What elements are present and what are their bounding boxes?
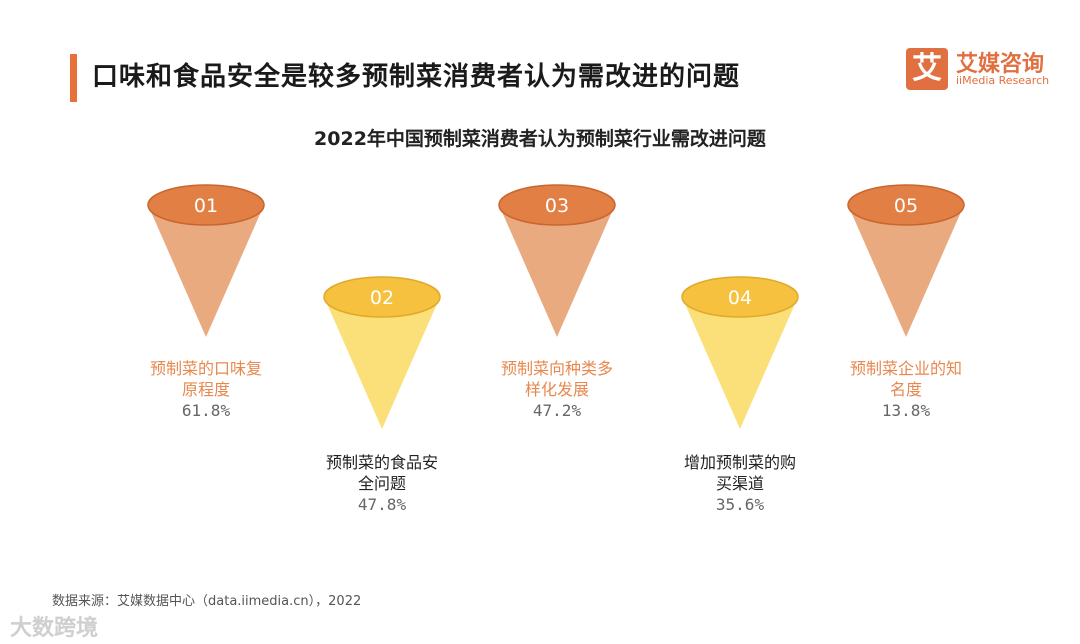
index-label-05: 05 bbox=[894, 195, 918, 217]
logo-mark: 艾 bbox=[906, 48, 948, 90]
cone-02 bbox=[324, 297, 440, 429]
logo-name-en: iiMedia Research bbox=[956, 74, 1050, 87]
cone-cap-05 bbox=[847, 184, 965, 226]
logo-name-cn: 艾媒咨询 bbox=[956, 52, 1045, 77]
category-label-04-line-1: 增加预制菜的购 bbox=[684, 453, 796, 472]
cone-cap-02 bbox=[323, 276, 441, 318]
index-label-02: 02 bbox=[370, 287, 394, 309]
iimedia-logo: 艾 艾媒咨询 iiMedia Research bbox=[906, 48, 1056, 92]
watermark: 大数跨境 bbox=[10, 616, 99, 641]
index-label-03: 03 bbox=[545, 195, 569, 217]
cone-05 bbox=[848, 205, 964, 337]
value-label-01: 61.8% bbox=[182, 401, 231, 420]
chart-title: 2022年中国预制菜消费者认为预制菜行业需改进问题 bbox=[314, 128, 766, 150]
category-label-04-line-2: 买渠道 bbox=[716, 474, 764, 493]
category-label-03-line-2: 样化发展 bbox=[525, 380, 589, 399]
category-label-03-line-1: 预制菜向种类多 bbox=[501, 359, 613, 378]
value-label-02: 47.8% bbox=[358, 495, 407, 514]
category-label-01-line-1: 预制菜的口味复 bbox=[150, 359, 262, 378]
data-source: 数据来源：艾媒数据中心（data.iimedia.cn），2022 bbox=[52, 594, 362, 609]
cone-cap-04 bbox=[681, 276, 799, 318]
index-label-01: 01 bbox=[194, 195, 218, 217]
cone-04 bbox=[682, 297, 798, 429]
category-label-02-line-1: 预制菜的食品安 bbox=[326, 453, 438, 472]
category-label-01-line-2: 原程度 bbox=[182, 380, 230, 399]
value-label-05: 13.8% bbox=[882, 401, 931, 420]
category-label-05-line-2: 名度 bbox=[890, 380, 922, 399]
cone-01 bbox=[148, 205, 264, 337]
value-label-03: 47.2% bbox=[533, 401, 582, 420]
cone-cap-03 bbox=[498, 184, 616, 226]
category-label-05-line-1: 预制菜企业的知 bbox=[850, 359, 962, 378]
page-title: 口味和食品安全是较多预制菜消费者认为需改进的问题 bbox=[92, 62, 741, 92]
value-label-04: 35.6% bbox=[716, 495, 765, 514]
category-label-02-line-2: 全问题 bbox=[358, 474, 406, 493]
index-label-04: 04 bbox=[728, 287, 752, 309]
cone-03 bbox=[499, 205, 615, 337]
title-accent-bar bbox=[70, 54, 77, 102]
cone-cap-01 bbox=[147, 184, 265, 226]
